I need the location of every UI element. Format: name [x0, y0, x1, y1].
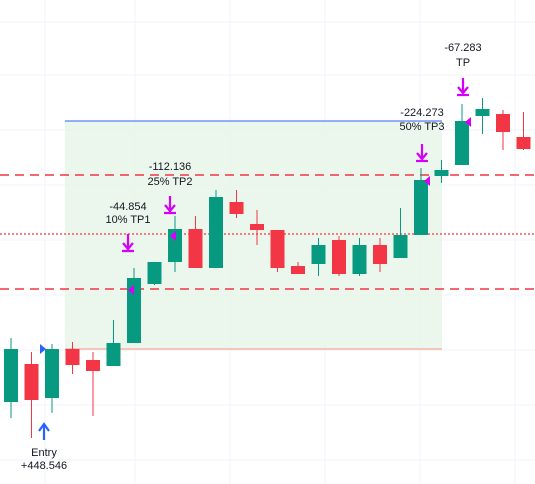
- exit-arrow-down-icon: [122, 234, 134, 253]
- candle-body: [434, 170, 449, 176]
- candle-23: [475, 98, 490, 134]
- candle-16: [332, 236, 346, 276]
- exit-marker-icon: [170, 231, 176, 241]
- annotation-line2: 50% TP3: [399, 121, 444, 133]
- candle-2: [45, 344, 59, 413]
- candle-body: [332, 240, 346, 274]
- candle-body: [65, 349, 80, 365]
- candle-body: [147, 262, 162, 284]
- candle-body: [45, 349, 59, 398]
- candle-body: [393, 235, 408, 258]
- candle-body: [352, 245, 367, 274]
- candle-11: [229, 190, 244, 218]
- annotation-line2: 10% TP1: [105, 214, 150, 226]
- annotation-line1: -67.283: [444, 42, 481, 54]
- candle-18: [373, 238, 387, 272]
- candle-17: [352, 238, 367, 276]
- candle-body: [455, 121, 469, 165]
- annotation-line1: -224.273: [400, 107, 443, 119]
- candle-15: [311, 238, 326, 276]
- candle-5: [106, 320, 121, 366]
- exit-annotation-4: -67.283 TP: [444, 42, 482, 127]
- candle-12: [250, 210, 264, 245]
- candle-body: [209, 197, 223, 268]
- candle-21: [434, 160, 449, 183]
- candle-7: [147, 262, 162, 285]
- candle-body: [4, 349, 18, 402]
- candle-25: [516, 112, 531, 150]
- candle-13: [270, 230, 285, 272]
- candle-body: [24, 364, 39, 400]
- trade-zone: [65, 121, 442, 349]
- candle-body: [373, 245, 387, 264]
- candle-22: [455, 104, 469, 165]
- candle-24: [496, 110, 510, 150]
- candle-20: [414, 168, 428, 235]
- annotation-line1: -112.136: [149, 161, 192, 173]
- candle-body: [414, 180, 428, 235]
- entry-marker-icon: [40, 344, 46, 354]
- candle-body: [311, 245, 326, 264]
- candle-3: [65, 342, 80, 374]
- annotation-line1: Entry: [31, 447, 57, 459]
- candle-body: [270, 230, 285, 268]
- exit-arrow-down-icon: [457, 78, 469, 97]
- candle-body: [291, 266, 305, 274]
- candle-6: [127, 268, 141, 343]
- annotation-line2: +448.546: [21, 460, 67, 472]
- annotation-line2: 25% TP2: [147, 176, 192, 188]
- candle-10: [209, 190, 223, 268]
- candle-body: [188, 229, 203, 268]
- exit-marker-icon: [424, 176, 430, 186]
- exit-arrow-down-icon: [416, 144, 428, 163]
- candle-body: [496, 114, 510, 132]
- annotation-line2: TP: [456, 57, 470, 69]
- candle-body: [250, 224, 264, 230]
- exit-arrow-down-icon: [164, 196, 176, 215]
- entry-arrow-up-icon: [38, 422, 50, 440]
- candle-19: [393, 208, 408, 258]
- candle-0: [4, 338, 18, 418]
- candle-body: [106, 343, 121, 366]
- candle-body: [86, 360, 100, 371]
- candle-1: [24, 352, 39, 438]
- candles: [4, 98, 531, 438]
- candle-4: [86, 352, 100, 416]
- candle-14: [291, 262, 305, 274]
- entry-annotation: Entry+448.546: [21, 344, 67, 472]
- annotation-line1: -44.854: [109, 201, 146, 213]
- candle-9: [188, 216, 203, 268]
- exit-annotation-3: -224.273 50% TP3: [399, 107, 445, 186]
- exit-marker-icon: [465, 117, 471, 127]
- exit-annotation-2: -112.136 25% TP2: [147, 161, 193, 241]
- exit-marker-icon: [128, 285, 134, 295]
- candle-body: [516, 137, 531, 149]
- candle-body: [475, 109, 490, 116]
- candle-body: [127, 278, 141, 343]
- candle-body: [229, 202, 244, 214]
